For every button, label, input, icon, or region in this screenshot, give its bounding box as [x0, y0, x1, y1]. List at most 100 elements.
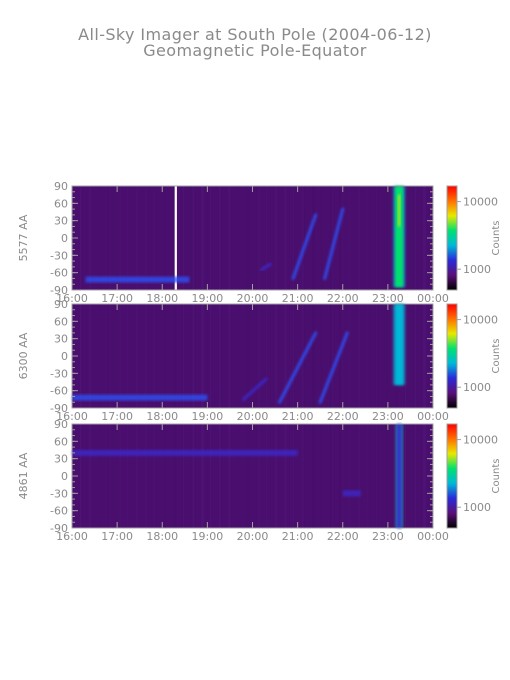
texture-streak: [219, 304, 221, 408]
texture-streak: [423, 186, 426, 290]
texture-streak: [331, 304, 333, 408]
texture-streak: [164, 186, 166, 290]
texture-streak: [201, 304, 204, 408]
texture-streak: [321, 304, 322, 408]
x-tick-label: 22:00: [327, 410, 359, 423]
x-tick-label: 20:00: [237, 530, 269, 543]
emission-band-core: [397, 194, 401, 227]
texture-streak: [146, 424, 149, 528]
texture-streak: [339, 304, 342, 408]
texture-streak: [145, 304, 148, 408]
x-tick-label: 21:00: [282, 410, 314, 423]
texture-streak: [201, 424, 204, 528]
texture-streak: [413, 304, 415, 408]
texture-streak: [182, 186, 183, 290]
y-tick-label: 30: [54, 333, 68, 346]
texture-streak: [191, 186, 193, 290]
texture-streak: [220, 424, 222, 528]
texture-streak: [228, 186, 231, 290]
texture-streak: [89, 424, 92, 528]
texture-streak: [386, 304, 388, 408]
y-tick-label: 90: [54, 180, 68, 193]
texture-streak: [294, 304, 295, 408]
texture-streak: [238, 304, 239, 408]
x-tick-label: 16:00: [56, 410, 88, 423]
texture-streak: [414, 424, 416, 528]
texture-streak: [192, 186, 194, 290]
texture-streak: [109, 304, 111, 408]
emission-band: [395, 304, 404, 385]
texture-streak: [265, 424, 266, 528]
texture-streak: [376, 424, 377, 528]
texture-streak: [228, 424, 231, 528]
texture-streak: [80, 186, 82, 290]
texture-streak: [201, 186, 204, 290]
texture-streak: [256, 424, 259, 528]
texture-streak: [358, 304, 360, 408]
y-axis-label: 4861 AA: [17, 452, 30, 499]
texture-streak: [339, 424, 342, 528]
texture-streak: [154, 186, 155, 290]
colorbar-tick-label: 10000: [463, 314, 498, 327]
texture-streak: [99, 304, 100, 408]
texture-streak: [294, 186, 295, 290]
x-tick-label: 19:00: [192, 410, 224, 423]
x-tick-label: 20:00: [237, 410, 269, 423]
x-tick-label: 21:00: [282, 292, 314, 305]
texture-streak: [349, 186, 350, 290]
colorbar-label: Counts: [491, 459, 502, 494]
x-tick-label: 22:00: [327, 530, 359, 543]
texture-streak: [229, 424, 232, 528]
texture-streak: [377, 424, 378, 528]
emission-band: [397, 424, 401, 528]
texture-streak: [118, 304, 121, 408]
panel-background: [72, 424, 433, 528]
texture-streak: [108, 424, 110, 528]
colorbar-tick-label: 10000: [463, 434, 498, 447]
texture-streak: [340, 304, 343, 408]
colorbar: [446, 423, 458, 529]
texture-streak: [99, 424, 100, 528]
y-tick-label: -60: [50, 385, 68, 398]
texture-streak: [312, 424, 315, 528]
y-tick-label: -90: [50, 522, 68, 535]
y-tick-label: -90: [50, 284, 68, 297]
texture-streak: [377, 186, 378, 290]
texture-streak: [293, 186, 294, 290]
texture-streak: [90, 304, 93, 408]
colorbar-tick-label: 10000: [463, 196, 498, 209]
chart-title: All-Sky Imager at South Pole (2004-06-12…: [78, 25, 432, 44]
texture-streak: [173, 186, 176, 290]
colorbar-tick-label: 1000: [463, 381, 491, 394]
texture-streak: [367, 186, 370, 290]
texture-streak: [182, 304, 183, 408]
texture-streak: [192, 304, 194, 408]
texture-streak: [312, 304, 315, 408]
texture-streak: [155, 424, 156, 528]
texture-streak: [89, 304, 92, 408]
texture-streak: [238, 186, 239, 290]
texture-streak: [80, 304, 82, 408]
chart-subtitle: Geomagnetic Pole-Equator: [143, 41, 367, 60]
texture-streak: [376, 186, 377, 290]
texture-streak: [117, 304, 120, 408]
texture-streak: [368, 424, 371, 528]
texture-streak: [108, 304, 110, 408]
texture-streak: [127, 304, 128, 408]
texture-streak: [229, 304, 232, 408]
x-tick-label: 23:00: [372, 410, 404, 423]
texture-streak: [191, 304, 193, 408]
texture-streak: [302, 186, 304, 290]
texture-streak: [109, 424, 111, 528]
x-tick-label: 00:00: [417, 530, 449, 543]
y-tick-label: 0: [61, 470, 68, 483]
texture-streak: [164, 304, 166, 408]
texture-streak: [404, 424, 405, 528]
texture-streak: [386, 424, 388, 528]
texture-streak: [340, 424, 343, 528]
texture-streak: [183, 304, 184, 408]
y-tick-label: 0: [61, 232, 68, 245]
x-tick-label: 19:00: [192, 292, 224, 305]
texture-streak: [155, 186, 156, 290]
texture-streak: [367, 304, 370, 408]
